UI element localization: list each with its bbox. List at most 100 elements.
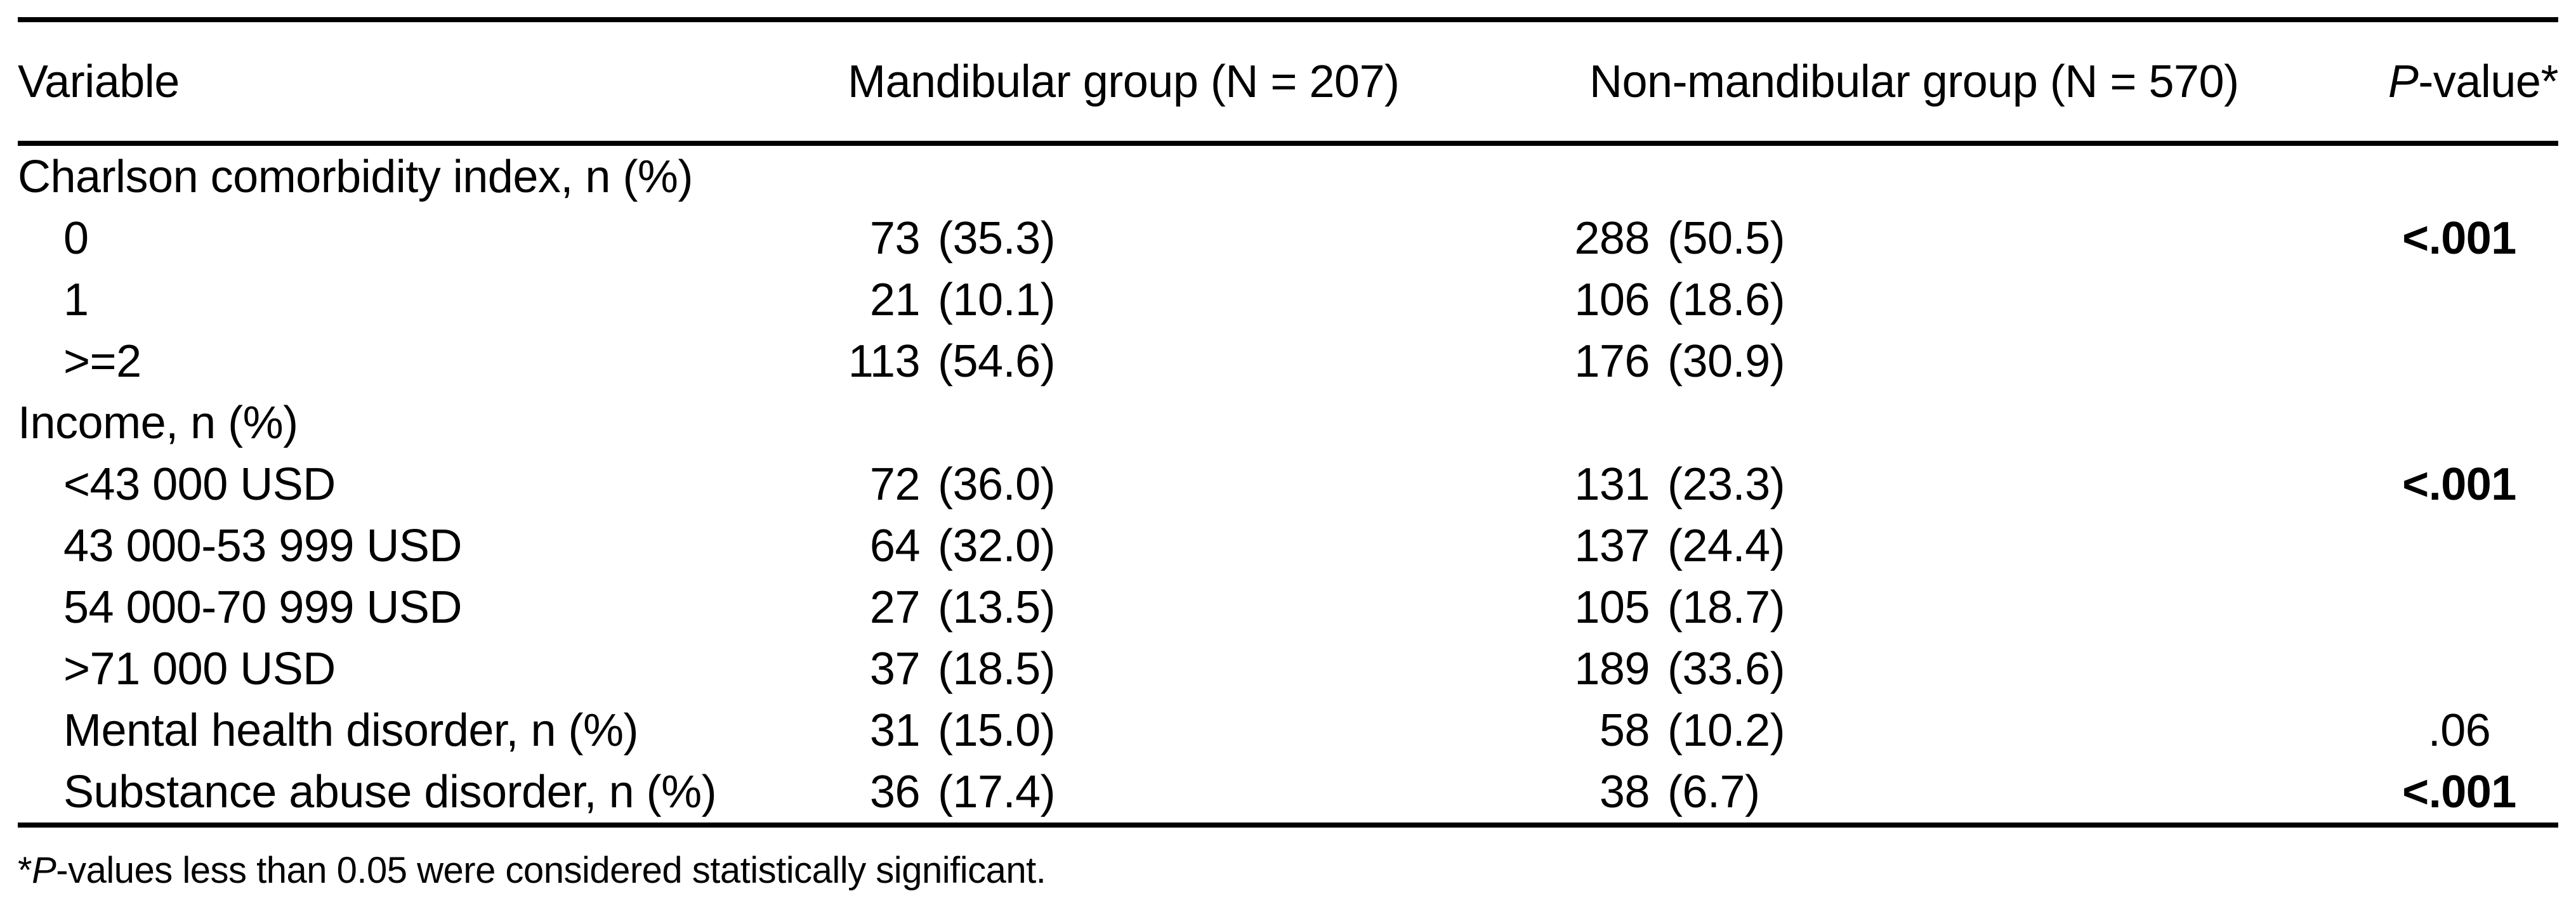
footnote-asterisk: * <box>18 850 32 891</box>
column-header-p-value: P-value* <box>2297 56 2559 108</box>
p-value-cell: <.001 <box>2402 766 2516 817</box>
table-row-cci-2plus: >=2 113 (54.6) 176 (30.9) <box>18 330 2558 392</box>
p-value-cell: <.001 <box>2402 212 2516 264</box>
non-mandibular-cell: 105 (18.7) <box>1542 582 2297 634</box>
p-value-header-rest: -value* <box>2418 56 2558 107</box>
row-label: >71 000 USD <box>63 643 336 694</box>
non-mandibular-cell: 189 (33.6) <box>1542 643 2297 695</box>
count: 137 <box>1574 520 1650 571</box>
percent: (23.3) <box>1667 458 1785 510</box>
percent: (17.4) <box>938 766 1056 817</box>
table-row-income-gt71k: >71 000 USD 37 (18.5) 189 (33.6) <box>18 638 2558 699</box>
non-mandibular-cell <box>1542 151 2297 203</box>
count: 113 <box>848 335 921 387</box>
count: 176 <box>1574 335 1650 387</box>
p-value-cell: <.001 <box>2402 458 2516 510</box>
count: 36 <box>869 766 921 817</box>
table-row-income-lt43k: <43 000 USD 72 (36.0) 131 (23.3) <.001 <box>18 453 2558 515</box>
mandibular-cell: 36 (17.4) <box>812 766 1542 818</box>
percent: (35.3) <box>938 212 1056 264</box>
footnote-p-italic: P <box>32 850 56 891</box>
count: 288 <box>1574 212 1650 264</box>
mandibular-cell: 64 (32.0) <box>812 520 1542 572</box>
footnote-text: -values less than 0.05 were considered s… <box>56 850 1046 891</box>
table-row-charlson-header: Charlson comorbidity index, n (%) <box>18 146 2558 207</box>
p-value-cell: .06 <box>2428 705 2491 756</box>
table-row-mental-health: Mental health disorder, n (%) 31 (15.0) 5… <box>18 699 2558 761</box>
non-mandibular-cell: 137 (24.4) <box>1542 520 2297 572</box>
header-rule <box>18 141 2558 146</box>
count: 58 <box>1599 705 1650 756</box>
table-row-income-54k-70k: 54 000-70 999 USD 27 (13.5) 105 (18.7) <box>18 576 2558 638</box>
mandibular-cell: 72 (36.0) <box>812 458 1542 511</box>
table-header-row: Variable Mandibular group (N = 207) Non-… <box>18 22 2558 141</box>
table-row-income-43k-53k: 43 000-53 999 USD 64 (32.0) 137 (24.4) <box>18 515 2558 576</box>
count: 38 <box>1599 766 1650 817</box>
row-label: Income, n (%) <box>18 397 298 448</box>
count: 37 <box>869 643 921 694</box>
count: 64 <box>869 520 921 571</box>
percent: (36.0) <box>938 458 1056 510</box>
percent: (50.5) <box>1667 212 1785 264</box>
bottom-rule <box>18 823 2558 828</box>
percent: (10.2) <box>1667 705 1785 756</box>
percent: (6.7) <box>1667 766 1760 817</box>
top-rule <box>18 17 2558 22</box>
non-mandibular-cell: 288 (50.5) <box>1542 212 2297 264</box>
count: 131 <box>1574 458 1650 510</box>
row-label: 1 <box>63 274 89 325</box>
row-label: 54 000-70 999 USD <box>63 582 462 633</box>
row-label: Substance abuse disorder, n (%) <box>63 766 717 817</box>
percent: (18.7) <box>1667 582 1785 633</box>
column-header-non-mandibular-group: Non-mandibular group (N = 570) <box>1589 56 2239 107</box>
non-mandibular-cell: 176 (30.9) <box>1542 335 2297 387</box>
row-label: 0 <box>63 212 89 264</box>
row-label: >=2 <box>63 335 141 387</box>
column-header-variable: Variable <box>18 56 180 107</box>
percent: (18.6) <box>1667 274 1785 325</box>
mandibular-cell: 37 (18.5) <box>812 643 1542 695</box>
column-header-mandibular-group: Mandibular group (N = 207) <box>848 56 1400 107</box>
percent: (30.9) <box>1667 335 1785 387</box>
count: 72 <box>869 458 921 510</box>
percent: (54.6) <box>938 335 1056 387</box>
percent: (24.4) <box>1667 520 1785 571</box>
count: 189 <box>1574 643 1650 694</box>
mandibular-cell <box>812 397 1542 449</box>
count: 21 <box>869 274 921 325</box>
count: 105 <box>1574 582 1650 633</box>
row-label: <43 000 USD <box>63 458 336 510</box>
count: 27 <box>869 582 921 633</box>
percent: (32.0) <box>938 520 1056 571</box>
p-italic: P <box>2388 56 2419 107</box>
percent: (15.0) <box>938 705 1056 756</box>
non-mandibular-cell: 131 (23.3) <box>1542 458 2297 511</box>
count: 31 <box>869 705 921 756</box>
percent: (13.5) <box>938 582 1056 633</box>
count: 73 <box>869 212 921 264</box>
table-row-substance-abuse: Substance abuse disorder, n (%) 36 (17.4)… <box>18 761 2558 823</box>
table-row-income-header: Income, n (%) <box>18 392 2558 453</box>
non-mandibular-cell: 38 (6.7) <box>1542 766 2297 818</box>
percent: (10.1) <box>938 274 1056 325</box>
table-body: Charlson comorbidity index, n (%) 0 73 (3… <box>18 146 2558 823</box>
percent: (33.6) <box>1667 643 1785 694</box>
mandibular-cell: 113 (54.6) <box>812 335 1542 387</box>
non-mandibular-cell: 106 (18.6) <box>1542 274 2297 326</box>
non-mandibular-cell: 58 (10.2) <box>1542 705 2297 757</box>
table-row-cci-0: 0 73 (35.3) 288 (50.5) <.001 <box>18 207 2558 269</box>
count: 106 <box>1574 274 1650 325</box>
row-label: Mental health disorder, n (%) <box>63 705 638 756</box>
row-label: Charlson comorbidity index, n (%) <box>18 151 693 202</box>
mandibular-cell: 21 (10.1) <box>812 274 1542 326</box>
row-label: 43 000-53 999 USD <box>63 520 462 571</box>
mandibular-cell <box>812 151 1542 203</box>
table-row-cci-1: 1 21 (10.1) 106 (18.6) <box>18 269 2558 330</box>
non-mandibular-cell <box>1542 397 2297 449</box>
mandibular-cell: 31 (15.0) <box>812 705 1542 757</box>
footnote: *P-values less than 0.05 were considered… <box>18 849 2558 892</box>
percent: (18.5) <box>938 643 1056 694</box>
mandibular-cell: 27 (13.5) <box>812 582 1542 634</box>
mandibular-cell: 73 (35.3) <box>812 212 1542 264</box>
